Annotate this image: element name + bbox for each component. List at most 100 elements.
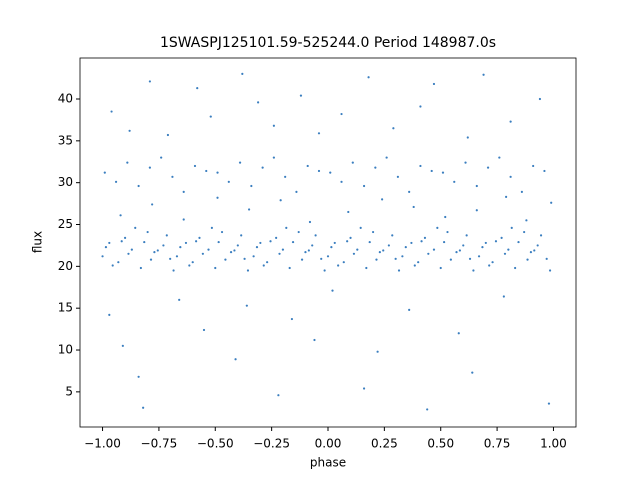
- point: [139, 266, 142, 270]
- point: [441, 171, 445, 174]
- point: [432, 82, 436, 86]
- point: [281, 248, 285, 251]
- point: [304, 251, 307, 254]
- point: [394, 257, 397, 260]
- point: [234, 358, 237, 361]
- point: [195, 240, 198, 243]
- point: [130, 248, 133, 251]
- plot-frame: [79, 57, 577, 428]
- x-axis-label: phase: [310, 456, 346, 470]
- point: [458, 249, 461, 252]
- point: [311, 244, 314, 247]
- point: [510, 226, 513, 229]
- point: [314, 234, 317, 237]
- point: [413, 264, 416, 267]
- point: [331, 289, 334, 292]
- point: [356, 248, 359, 251]
- x-tick-label: 0.50: [427, 437, 454, 451]
- point: [317, 169, 321, 173]
- point: [184, 241, 188, 245]
- point: [151, 203, 154, 206]
- point: [153, 251, 156, 254]
- x-tick-label: 0.75: [484, 437, 511, 451]
- point: [121, 344, 124, 347]
- y-tick-label: 15: [58, 301, 73, 315]
- point: [423, 236, 427, 239]
- point: [547, 402, 551, 405]
- point: [468, 257, 472, 260]
- x-tick-label: −1.00: [84, 437, 121, 451]
- point: [446, 230, 449, 234]
- point: [443, 240, 446, 244]
- point: [255, 246, 259, 249]
- point: [278, 252, 281, 255]
- point: [259, 241, 262, 245]
- point: [494, 240, 498, 243]
- point: [210, 226, 213, 229]
- point: [120, 240, 123, 243]
- point: [284, 175, 287, 178]
- point: [381, 198, 384, 201]
- point: [532, 164, 535, 168]
- point: [146, 230, 149, 234]
- point: [491, 261, 494, 264]
- point: [297, 230, 300, 234]
- point: [539, 234, 543, 237]
- point: [439, 266, 442, 270]
- point: [401, 255, 404, 258]
- point: [110, 110, 113, 113]
- point: [545, 257, 548, 260]
- point: [525, 219, 528, 222]
- point: [261, 166, 264, 169]
- point: [533, 249, 536, 252]
- point: [299, 94, 303, 97]
- point: [550, 201, 553, 204]
- point: [272, 124, 275, 127]
- point: [472, 269, 475, 272]
- point: [148, 166, 151, 169]
- point: [471, 371, 474, 374]
- point: [412, 205, 415, 209]
- point: [171, 175, 174, 178]
- point: [543, 169, 546, 173]
- point: [128, 129, 131, 132]
- point: [313, 338, 316, 342]
- y-tick-label: 5: [65, 384, 73, 398]
- point: [340, 180, 343, 183]
- y-tick-label: 35: [58, 133, 73, 147]
- x-tick-label: −0.75: [141, 437, 178, 451]
- point: [509, 175, 512, 178]
- point: [352, 252, 356, 255]
- point: [250, 184, 253, 188]
- point: [101, 255, 104, 258]
- point: [362, 387, 366, 390]
- point: [392, 127, 395, 130]
- point: [182, 190, 185, 193]
- point: [320, 257, 323, 260]
- point: [375, 258, 378, 261]
- point: [385, 156, 388, 159]
- point: [430, 169, 433, 173]
- point: [123, 236, 127, 239]
- point: [205, 169, 208, 173]
- chart-title: 1SWASPJ125101.59-525244.0 Period 148987.…: [160, 35, 496, 51]
- point: [108, 313, 111, 316]
- point: [175, 255, 179, 258]
- point: [111, 264, 114, 267]
- point: [488, 264, 491, 267]
- point: [404, 246, 407, 249]
- point: [252, 255, 255, 258]
- point: [306, 164, 309, 168]
- point: [207, 248, 210, 251]
- point: [127, 252, 130, 255]
- point: [548, 269, 552, 272]
- point: [475, 184, 478, 188]
- x-tick-label: 1.00: [540, 437, 567, 451]
- point: [464, 161, 467, 164]
- point: [257, 101, 260, 104]
- point: [462, 244, 465, 247]
- point: [229, 251, 233, 254]
- point: [182, 218, 185, 221]
- point: [465, 234, 468, 237]
- point: [502, 295, 505, 298]
